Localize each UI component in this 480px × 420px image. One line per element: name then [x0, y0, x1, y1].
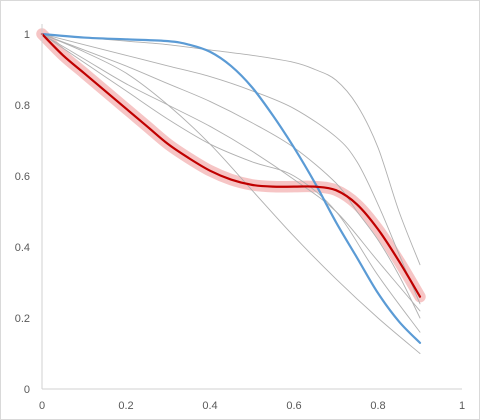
series-line-gray-2 [41, 33, 421, 305]
series-line-gray-5 [41, 33, 421, 333]
series-line-gray-3 [41, 33, 421, 319]
series-line-red [40, 32, 422, 298]
x-tick-label: 0.2 [118, 400, 133, 412]
series-layer [40, 32, 422, 354]
series-line-gray-1 [41, 33, 421, 266]
y-tick-label: 0.8 [15, 100, 30, 112]
y-tick-label: 0.6 [15, 171, 30, 183]
y-tick-label: 0.2 [15, 313, 30, 325]
y-tick-label: 0 [24, 384, 30, 396]
x-tick-label: 0.8 [370, 400, 385, 412]
x-tick-label: 0 [39, 400, 45, 412]
confidence-band-layer [36, 28, 426, 303]
series-band-red [36, 28, 426, 303]
series-line-blue [40, 32, 422, 344]
x-tick-label: 1 [459, 400, 465, 412]
series-line-gray-6 [41, 33, 421, 354]
axis-layer [41, 24, 462, 390]
series-line-gray-4 [41, 33, 421, 312]
y-tick-label: 0.4 [15, 242, 30, 254]
y-tick-label: 1 [24, 29, 30, 41]
tick-label-layer: 0 0.2 0.4 0.6 0.8 1 0 0.2 0.4 0.6 0.8 1 [15, 29, 465, 412]
x-tick-label: 0.6 [286, 400, 301, 412]
x-tick-label: 0.4 [202, 400, 217, 412]
